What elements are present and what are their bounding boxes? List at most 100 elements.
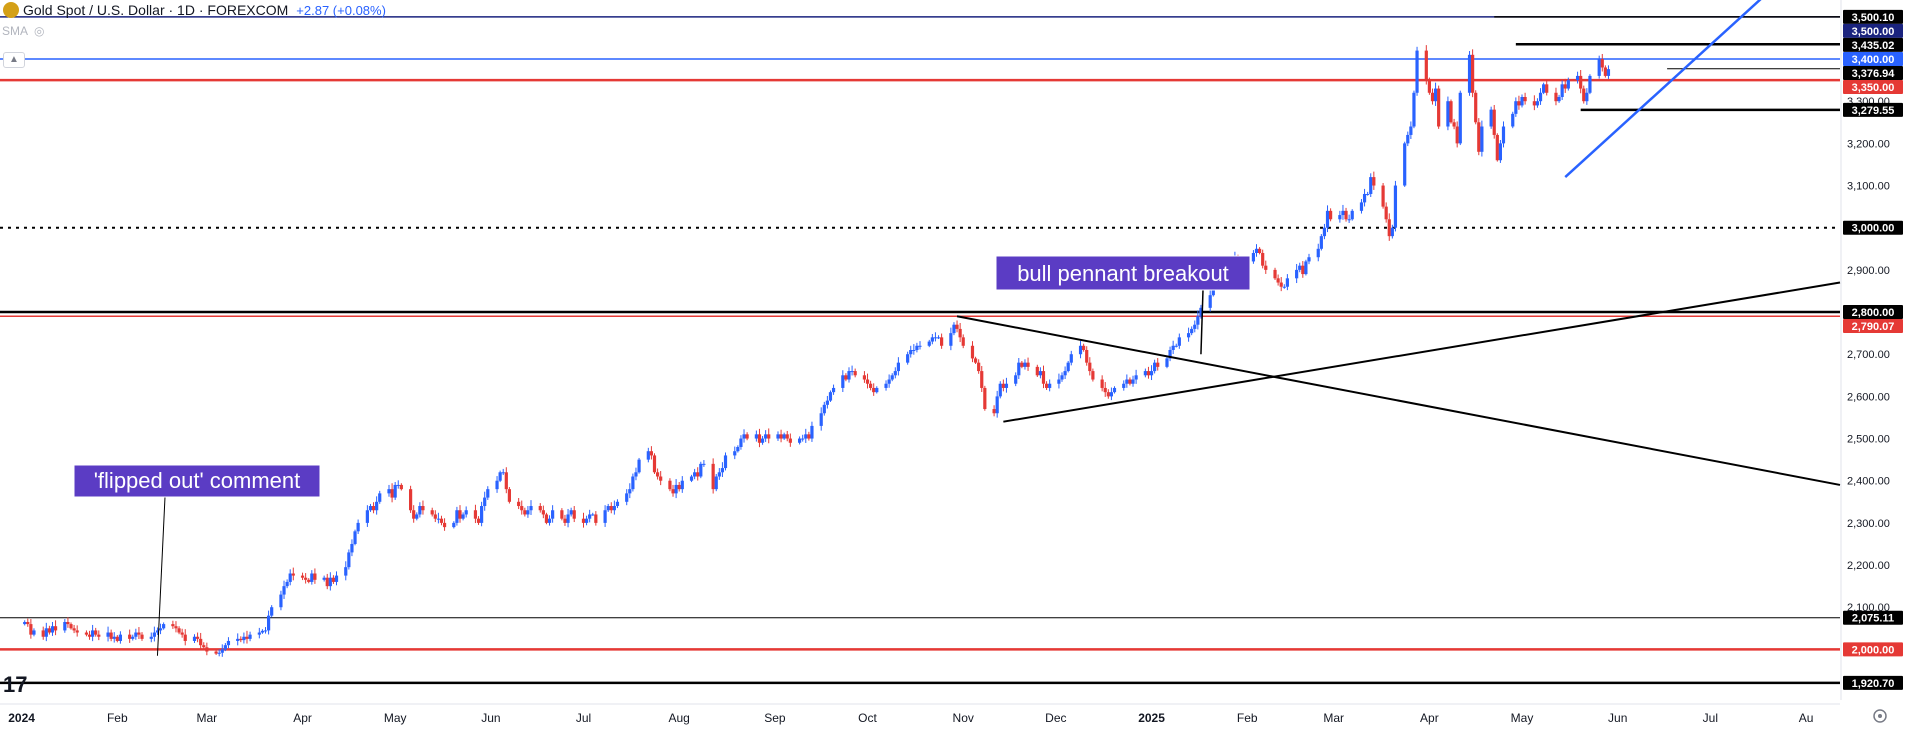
candle-body xyxy=(1603,67,1607,76)
candle-body xyxy=(1106,392,1110,397)
candle-body xyxy=(433,514,437,519)
candle-body xyxy=(1143,371,1147,376)
candle-body xyxy=(955,324,959,329)
x-axis: 2024 Feb Mar Apr May Jun Jul Aug Sep Oct Nov Dec 202… xyxy=(0,703,1840,725)
candle-body xyxy=(847,371,851,380)
x-tick-label: Jul xyxy=(1703,711,1718,725)
settings-icon[interactable] xyxy=(1873,709,1887,723)
candle-body xyxy=(344,567,348,576)
candle-body xyxy=(1112,387,1117,393)
collapse-legend-icon[interactable]: ▲ xyxy=(3,52,25,68)
candle-body xyxy=(1366,193,1370,195)
candle-body xyxy=(94,630,98,635)
candle-body xyxy=(223,645,227,650)
candle-body xyxy=(1295,269,1299,279)
candle-body xyxy=(872,387,876,393)
symbol-title[interactable]: Gold Spot / U.S. Dollar · 1D · FOREXCOM xyxy=(23,2,289,18)
candle-body xyxy=(1523,96,1527,102)
candle-body xyxy=(1458,92,1462,144)
candle-body xyxy=(409,489,413,511)
x-tick-label: Apr xyxy=(1420,711,1439,725)
price-label: 3,376.94 xyxy=(1852,68,1896,80)
candle-body xyxy=(1474,92,1478,123)
x-tick-label: Jul xyxy=(576,711,591,725)
candle-body xyxy=(980,371,984,388)
candle-body xyxy=(649,451,654,456)
candle-body xyxy=(1384,206,1388,220)
x-tick-label: Apr xyxy=(293,711,312,725)
candle-body xyxy=(1517,101,1521,106)
candle-body xyxy=(810,425,814,439)
x-tick-label: 2024 xyxy=(8,711,35,725)
candle-body xyxy=(1542,84,1546,93)
candle-body xyxy=(109,632,113,639)
candle-body xyxy=(634,472,638,477)
price-label: 2,800.00 xyxy=(1852,307,1895,319)
candle-body xyxy=(711,463,715,490)
candle-body xyxy=(739,438,743,447)
candle-body xyxy=(906,354,910,363)
candle-body xyxy=(581,518,586,523)
y-tick-label: 2,500.00 xyxy=(1847,434,1890,446)
candle-body xyxy=(226,640,231,646)
trendline xyxy=(1564,0,1762,179)
x-tick-label: Jun xyxy=(1608,711,1627,725)
candle-body xyxy=(347,552,351,568)
candle-body xyxy=(875,387,879,393)
candle-body xyxy=(1279,282,1283,287)
candle-body xyxy=(458,510,462,519)
candle-body xyxy=(671,489,675,494)
price-label-box xyxy=(1843,220,1903,235)
candle-body xyxy=(155,630,160,633)
price-label: 3,350.00 xyxy=(1852,82,1895,94)
candle-body xyxy=(1563,84,1567,89)
pennant-pointer xyxy=(1200,289,1204,355)
candle-body xyxy=(1171,345,1175,350)
candle-body xyxy=(1449,101,1453,123)
candle-body xyxy=(300,575,305,578)
candle-body xyxy=(375,501,379,511)
candle-body xyxy=(1471,54,1475,93)
candle-body xyxy=(1066,362,1070,372)
candle-body xyxy=(152,632,156,637)
candle-body xyxy=(84,632,89,635)
candle-body xyxy=(171,624,175,627)
candle-body xyxy=(217,652,221,654)
candle-body xyxy=(693,472,697,477)
candle-body xyxy=(23,621,27,625)
candle-body xyxy=(288,573,292,582)
candle-body xyxy=(1588,75,1592,93)
candle-body xyxy=(1199,307,1203,317)
candle-body xyxy=(865,379,870,384)
candle-body xyxy=(1600,59,1604,68)
candle-body xyxy=(1347,219,1351,221)
eye-off-icon[interactable]: ◎ xyxy=(34,24,45,38)
candle-body xyxy=(742,434,746,439)
candle-body xyxy=(1557,96,1561,102)
candle-body xyxy=(1023,362,1027,367)
candle-body xyxy=(371,506,376,511)
candle-body xyxy=(1082,345,1086,350)
candle-body xyxy=(591,514,595,516)
candle-body xyxy=(819,413,823,426)
indicator-legend[interactable]: SMA ◎ xyxy=(2,24,45,38)
candle-body xyxy=(1520,96,1524,106)
candle-body xyxy=(32,630,36,635)
candle-body xyxy=(1597,59,1601,76)
candle-body xyxy=(442,522,447,528)
candle-body xyxy=(680,480,684,490)
candle-body xyxy=(87,634,92,637)
candle-body xyxy=(1298,265,1302,270)
candle-body xyxy=(1091,371,1095,380)
y-tick-label: 3,200.00 xyxy=(1847,138,1890,150)
candle-body xyxy=(236,638,240,641)
price-label: 2,790.07 xyxy=(1852,321,1895,333)
candle-body xyxy=(1381,185,1385,207)
candle-body xyxy=(1480,126,1484,152)
candle-body xyxy=(263,630,268,632)
candle-body xyxy=(912,350,916,351)
candle-body xyxy=(285,581,289,587)
candle-body xyxy=(1282,286,1286,288)
candle-body xyxy=(279,594,283,608)
candle-body xyxy=(1501,126,1506,144)
